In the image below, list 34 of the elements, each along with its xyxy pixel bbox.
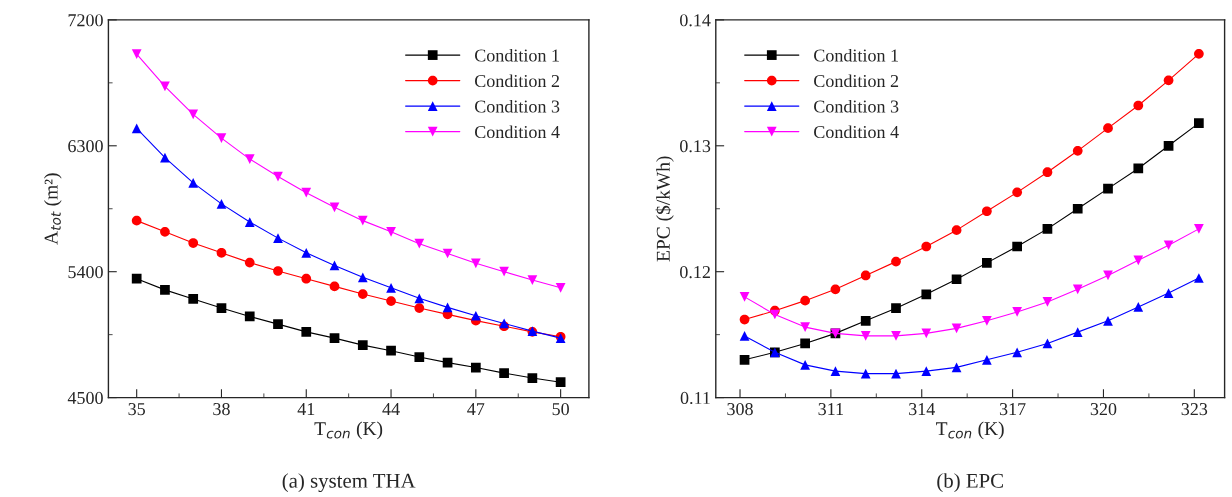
y-tick-label: 0.12 — [680, 265, 710, 279]
y-tick-label: 0.13 — [680, 140, 711, 153]
y-axis-title: A$_{tot}$ (m²) — [44, 173, 62, 245]
y-tick-label: 4500 — [67, 391, 103, 405]
legend-label: Condition 2 — [814, 74, 899, 88]
x-tick-label: 314 — [909, 403, 935, 416]
y-tick-label: 0.11 — [680, 391, 710, 405]
y-tick-label: 7200 — [68, 14, 103, 27]
legend-label: Condition 1 — [474, 48, 559, 62]
x-tick-label: 47 — [467, 403, 485, 415]
x-tick-label: 311 — [818, 403, 843, 416]
text: (b) EPC — [937, 473, 1003, 493]
y-tick-label: 5400 — [68, 265, 103, 279]
legend-label: Condition 1 — [814, 48, 898, 62]
y-axis-title: EPC ($/kWh) — [655, 156, 674, 262]
y-tick-label: 6300 — [68, 140, 103, 153]
x-tick-label: 50 — [552, 402, 569, 416]
legend-label: Condition 2 — [474, 74, 560, 88]
legend-label: Condition 3 — [814, 99, 899, 113]
text: (a) system THA — [282, 473, 416, 493]
x-axis-title: T$_{con}$ (K) — [936, 421, 1004, 440]
x-tick-label: 44 — [382, 403, 400, 415]
x-tick-label: 317 — [999, 403, 1026, 416]
legend-label: Condition 4 — [474, 125, 560, 139]
x-axis-title: T$_{con}$ (K) — [314, 421, 383, 440]
x-tick-label: 41 — [297, 403, 315, 415]
x-tick-label: 35 — [128, 403, 145, 416]
legend-label: Condition 3 — [474, 99, 560, 113]
x-tick-label: 308 — [727, 402, 753, 416]
x-tick-label: 323 — [1181, 403, 1208, 416]
x-tick-label: 320 — [1090, 402, 1117, 416]
x-tick-label: 38 — [213, 402, 230, 416]
legend-label: Condition 4 — [814, 125, 899, 139]
y-tick-label: 0.14 — [680, 14, 711, 27]
